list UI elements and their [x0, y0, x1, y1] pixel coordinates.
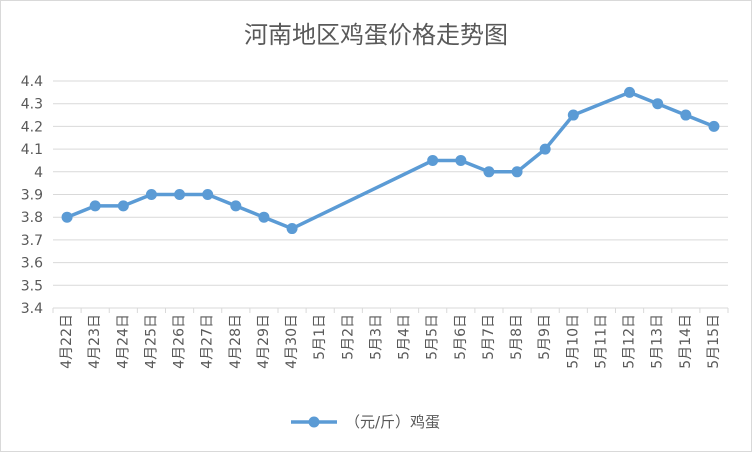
y-tick-label: 3.5: [21, 278, 43, 294]
y-tick-label: 4.1: [21, 142, 43, 158]
data-point: [117, 200, 129, 212]
chart-title: 河南地区鸡蛋价格走势图: [244, 21, 508, 49]
data-point: [483, 166, 495, 178]
x-tick-label: 4月22日: [59, 314, 75, 369]
data-point: [145, 189, 157, 200]
data-point: [567, 109, 579, 121]
data-point: [427, 154, 439, 166]
x-tick-label: 5月10日: [565, 314, 581, 369]
x-tick-label: 5月7日: [481, 314, 497, 360]
x-tick-label: 4月25日: [143, 314, 159, 369]
x-tick-label: 4月30日: [284, 314, 300, 369]
x-tick-label: 4月26日: [172, 314, 188, 369]
data-point: [258, 211, 270, 223]
x-tick-label: 4月28日: [228, 314, 244, 369]
x-tick-label: 5月14日: [678, 314, 694, 369]
x-tick-label: 5月12日: [622, 314, 638, 369]
y-tick-label: 4.4: [21, 74, 43, 90]
data-point: [539, 143, 551, 155]
data-point: [511, 166, 523, 178]
x-tick-label: 5月6日: [453, 314, 469, 360]
data-point: [680, 109, 692, 121]
data-point: [202, 189, 214, 200]
x-tick-label: 5月5日: [425, 314, 441, 360]
x-tick-label: 5月1日: [312, 314, 328, 360]
y-tick-label: 3.6: [21, 256, 43, 272]
data-point: [230, 200, 242, 212]
y-tick-label: 4.3: [21, 97, 43, 113]
x-tick-label: 4月24日: [115, 314, 131, 369]
x-tick-label: 5月11日: [593, 314, 609, 369]
data-point: [652, 98, 664, 110]
x-tick-label: 4月29日: [256, 314, 272, 369]
y-tick-label: 4: [34, 165, 43, 181]
data-point: [174, 189, 186, 200]
x-tick-label: 5月15日: [706, 314, 722, 369]
data-point: [89, 200, 101, 212]
x-tick-label: 5月3日: [368, 314, 384, 360]
x-tick-label: 4月27日: [200, 314, 216, 369]
y-tick-label: 3.8: [21, 210, 43, 226]
x-tick-label: 5月2日: [340, 314, 356, 360]
data-point: [708, 120, 720, 132]
data-point: [455, 154, 467, 166]
y-tick-label: 3.7: [21, 233, 43, 249]
y-tick-label: 3.9: [21, 188, 43, 204]
y-tick-label: 3.4: [21, 301, 43, 317]
data-point: [61, 211, 73, 223]
x-tick-label: 5月13日: [650, 314, 666, 369]
x-tick-label: 5月4日: [397, 314, 413, 360]
data-point: [286, 223, 298, 235]
series-line: [65, 90, 716, 231]
legend-marker: [308, 416, 320, 428]
x-tick-label: 4月23日: [87, 314, 103, 369]
legend-label: （元/斤）鸡蛋: [345, 413, 440, 431]
data-point: [624, 86, 636, 98]
x-tick-label: 5月8日: [509, 314, 525, 360]
x-tick-label: 5月9日: [537, 314, 553, 360]
y-tick-label: 4.2: [21, 119, 43, 135]
